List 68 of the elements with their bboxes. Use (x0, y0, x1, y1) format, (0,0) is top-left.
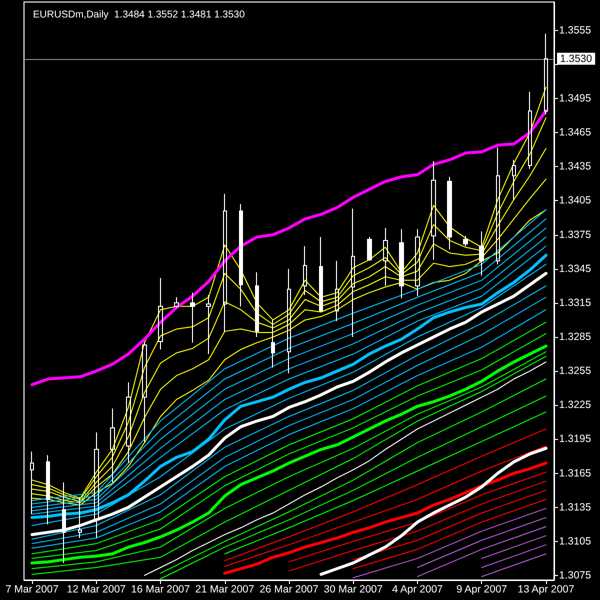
line-series (224, 446, 546, 567)
line-series (288, 480, 546, 572)
candlestick (271, 319, 275, 368)
candlestick (287, 268, 291, 374)
candlestick (239, 204, 243, 307)
line-series (288, 472, 546, 562)
candlestick (206, 294, 211, 355)
x-tick-label: 16 Mar 2007 (131, 584, 190, 596)
y-tick-label: 1.3195 (559, 433, 592, 446)
line-series (224, 411, 546, 554)
candlestick (512, 159, 516, 200)
candlestick (335, 260, 339, 322)
x-tick-label: 21 Mar 2007 (195, 584, 254, 596)
x-tick-label: 9 Apr 2007 (456, 584, 508, 596)
candlestick (431, 160, 436, 260)
candlestick (223, 193, 227, 333)
x-tick-label: 13 Apr 2007 (518, 584, 574, 596)
line-series (30, 110, 548, 386)
candlestick (319, 236, 323, 313)
candlestick (351, 208, 355, 338)
candlestick (30, 451, 34, 515)
y-tick-label: 1.3405 (559, 194, 592, 207)
candlestick (46, 454, 50, 525)
line-series (223, 462, 548, 575)
candlestick (142, 342, 147, 444)
candlestick (255, 272, 259, 338)
line-series (352, 498, 546, 570)
x-tick-label: 7 Mar 2007 (5, 584, 59, 596)
candlestick (158, 277, 163, 350)
candlestick (383, 227, 388, 286)
x-tick-label: 26 Mar 2007 (260, 584, 319, 596)
y-tick-label: 1.3465 (559, 126, 592, 139)
candlestick (367, 236, 372, 262)
ref-line-label: 1.3530 (560, 52, 592, 65)
y-tick-label: 1.3315 (559, 296, 592, 309)
candlestick (303, 246, 307, 296)
candlestick (174, 296, 179, 308)
candlestick (463, 235, 468, 247)
x-tick-label: 30 Mar 2007 (324, 584, 383, 596)
x-tick-label: 4 Apr 2007 (392, 584, 444, 596)
y-tick-label: 1.3285 (559, 330, 592, 343)
y-tick-label: 1.3135 (559, 501, 592, 514)
y-tick-label: 1.3165 (559, 467, 592, 480)
x-tick-label: 12 Mar 2007 (66, 584, 126, 596)
line-series (352, 490, 546, 560)
candlestick (415, 228, 420, 297)
candlestick (447, 176, 452, 250)
candlestick (496, 146, 500, 265)
text: EURUSDm,Daily 1.3484 1.3552 1.3481 1.3530 (33, 10, 246, 20)
y-tick-label: 1.3435 (559, 160, 592, 173)
y-tick-label: 1.3075 (559, 569, 592, 582)
candlestick (528, 91, 532, 170)
candlestick (544, 33, 548, 115)
y-tick-label: 1.3225 (559, 399, 592, 412)
candlestick (399, 228, 404, 299)
y-tick-label: 1.3495 (559, 92, 592, 105)
y-tick-label: 1.3255 (559, 365, 592, 378)
candlestick (110, 408, 115, 483)
candlestick (479, 230, 484, 276)
y-tick-label: 1.3555 (559, 24, 592, 36)
candlestick (126, 382, 131, 464)
y-tick-label: 1.3105 (559, 535, 592, 548)
y-tick-label: 1.3345 (559, 262, 592, 275)
line-series (352, 508, 546, 578)
line-series (224, 428, 546, 562)
line-series (320, 446, 548, 576)
candlestick (190, 292, 195, 344)
y-tick-label: 1.3375 (559, 228, 592, 241)
